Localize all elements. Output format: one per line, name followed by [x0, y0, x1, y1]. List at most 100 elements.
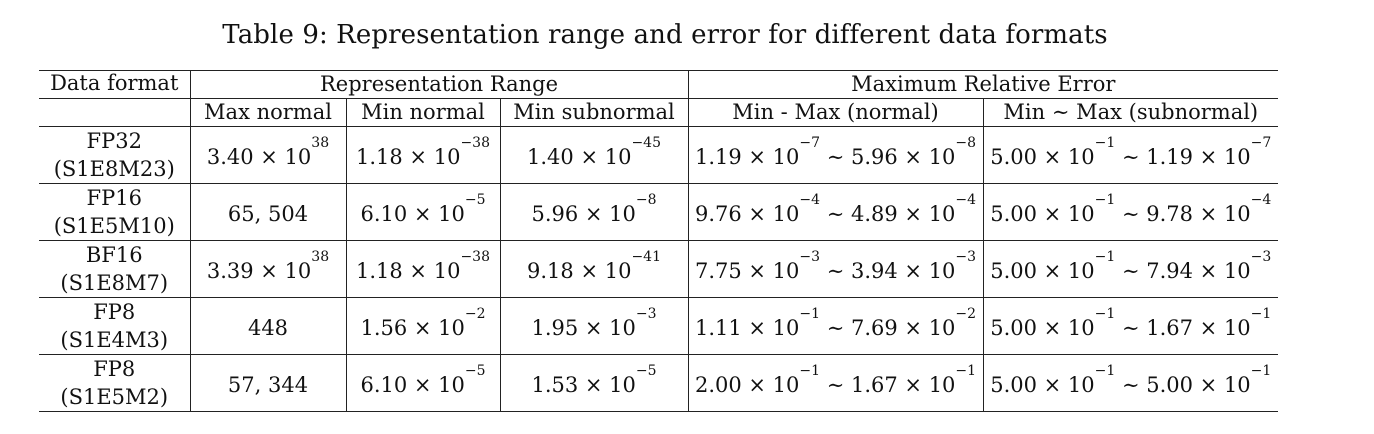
format-code: (S1E5M2): [60, 385, 169, 409]
min-exponent: −1: [1094, 249, 1116, 265]
max-mantissa: ∼ 7.94 × 10: [1115, 259, 1251, 283]
table-row: FP32 (S1E8M23) 3.40 × 1038 1.18 × 10−38 1.40…: [39, 126, 1279, 184]
header-min-normal: Min normal: [346, 98, 501, 127]
number-value: 448: [248, 316, 288, 340]
max-exponent: −1: [955, 363, 977, 379]
exponent: −41: [631, 249, 661, 265]
mantissa: 9.18 × 10: [527, 259, 632, 283]
cell-min-subnormal: 1.40 × 10−45: [500, 126, 689, 184]
format-name: BF16: [85, 243, 143, 267]
mantissa: 1.18 × 10: [356, 145, 461, 169]
number-value: 3.40 × 1038: [206, 135, 329, 169]
max-exponent: −1: [1250, 363, 1272, 379]
format-name: FP16: [86, 186, 142, 210]
max-exponent: −2: [955, 306, 977, 322]
mantissa: 1.56 × 10: [360, 316, 465, 340]
table-caption: Table 9: Representation range and error …: [222, 20, 1108, 50]
exponent: −3: [635, 306, 657, 322]
max-exponent: −1: [1250, 306, 1272, 322]
cell-data-format: FP8 (S1E4M3): [39, 297, 191, 355]
cell-min-normal: 1.18 × 10−38: [346, 240, 501, 298]
number-value: 1.95 × 10−3: [531, 306, 656, 340]
cell-data-format: FP16 (S1E5M10): [39, 183, 191, 241]
header-error-subnormal: Min ∼ Max (subnormal): [983, 98, 1279, 127]
min-mantissa: 9.76 × 10: [694, 202, 800, 226]
cell-data-format: FP32 (S1E8M23): [39, 126, 191, 184]
exponent: −8: [635, 192, 657, 208]
number-value: 9.18 × 10−41: [527, 249, 661, 283]
min-exponent: −1: [1094, 192, 1116, 208]
header-data-format-spacer: [39, 98, 191, 127]
max-exponent: −4: [955, 192, 977, 208]
max-mantissa: ∼ 1.67 × 10: [1115, 316, 1251, 340]
exponent: −38: [460, 249, 490, 265]
number-value: 1.18 × 10−38: [356, 249, 490, 283]
error-range-value: 9.76 × 10−4 ∼ 4.89 × 10−4: [694, 192, 976, 226]
mantissa: 5.96 × 10: [531, 202, 636, 226]
cell-min-normal: 6.10 × 10−5: [346, 354, 501, 412]
format-name: FP32: [86, 129, 142, 153]
mantissa: 1.95 × 10: [531, 316, 636, 340]
min-exponent: −1: [1094, 135, 1116, 151]
format-name: FP8: [93, 300, 136, 324]
max-exponent: −4: [1250, 192, 1272, 208]
max-exponent: −7: [1250, 135, 1272, 151]
number-value: 6.10 × 10−5: [360, 192, 485, 226]
number-value: 1.53 × 10−5: [531, 363, 656, 397]
exponent: −38: [460, 135, 490, 151]
number-value: 1.56 × 10−2: [360, 306, 485, 340]
error-range-value: 1.19 × 10−7 ∼ 5.96 × 10−8: [694, 135, 976, 169]
max-mantissa: ∼ 5.96 × 10: [820, 145, 956, 169]
header-error-normal: Min - Max (normal): [688, 98, 984, 127]
min-mantissa: 5.00 × 10: [990, 145, 1095, 169]
error-range-value: 5.00 × 10−1 ∼ 1.19 × 10−7: [990, 135, 1271, 169]
header-max-normal: Max normal: [190, 98, 347, 127]
mantissa: 57, 344: [227, 373, 309, 397]
max-mantissa: ∼ 9.78 × 10: [1115, 202, 1251, 226]
cell-error-subnormal: 5.00 × 10−1 ∼ 1.67 × 10−1: [983, 297, 1279, 355]
min-mantissa: 1.19 × 10: [694, 145, 800, 169]
header-representation-range: Representation Range: [190, 70, 689, 99]
exponent: −5: [464, 192, 486, 208]
min-mantissa: 5.00 × 10: [990, 259, 1095, 283]
cell-error-subnormal: 5.00 × 10−1 ∼ 1.19 × 10−7: [983, 126, 1279, 184]
number-value: 65, 504: [228, 202, 308, 226]
max-mantissa: ∼ 5.00 × 10: [1115, 373, 1251, 397]
header-data-format: Data format: [39, 70, 191, 99]
number-value: 57, 344: [228, 373, 308, 397]
table-row: BF16 (S1E8M7) 3.39 × 1038 1.18 × 10−38 9.18 …: [39, 240, 1279, 298]
header-min-subnormal: Min subnormal: [500, 98, 689, 127]
cell-min-normal: 1.56 × 10−2: [346, 297, 501, 355]
mantissa: 3.39 × 10: [206, 259, 312, 283]
mantissa: 1.53 × 10: [531, 373, 636, 397]
min-exponent: −3: [799, 249, 821, 265]
max-exponent: −8: [955, 135, 977, 151]
exponent: −5: [464, 363, 486, 379]
cell-error-normal: 7.75 × 10−3 ∼ 3.94 × 10−3: [688, 240, 984, 298]
mantissa: 3.40 × 10: [206, 145, 312, 169]
cell-data-format: BF16 (S1E8M7): [39, 240, 191, 298]
max-mantissa: ∼ 1.67 × 10: [820, 373, 956, 397]
number-value: 6.10 × 10−5: [360, 363, 485, 397]
error-range-value: 5.00 × 10−1 ∼ 5.00 × 10−1: [990, 363, 1271, 397]
error-range-value: 1.11 × 10−1 ∼ 7.69 × 10−2: [695, 306, 976, 340]
format-code: (S1E5M10): [53, 214, 175, 238]
max-mantissa: ∼ 4.89 × 10: [820, 202, 956, 226]
min-exponent: −1: [1094, 306, 1116, 322]
cell-min-subnormal: 1.53 × 10−5: [500, 354, 689, 412]
number-value: 3.39 × 1038: [206, 249, 329, 283]
cell-max-normal: 3.40 × 1038: [190, 126, 347, 184]
min-exponent: −1: [799, 306, 821, 322]
cell-max-normal: 65, 504: [190, 183, 347, 241]
table-row: FP8 (S1E5M2) 57, 344 6.10 × 10−5 1.53 × 10−5…: [39, 354, 1279, 412]
error-range-value: 5.00 × 10−1 ∼ 1.67 × 10−1: [990, 306, 1271, 340]
cell-max-normal: 3.39 × 1038: [190, 240, 347, 298]
cell-error-subnormal: 5.00 × 10−1 ∼ 7.94 × 10−3: [983, 240, 1279, 298]
cell-error-normal: 9.76 × 10−4 ∼ 4.89 × 10−4: [688, 183, 984, 241]
mantissa: 1.18 × 10: [356, 259, 461, 283]
format-code: (S1E4M3): [60, 328, 169, 352]
exponent: 38: [311, 249, 330, 265]
min-exponent: −1: [799, 363, 821, 379]
mantissa: 6.10 × 10: [360, 373, 465, 397]
error-range-value: 5.00 × 10−1 ∼ 7.94 × 10−3: [990, 249, 1271, 283]
